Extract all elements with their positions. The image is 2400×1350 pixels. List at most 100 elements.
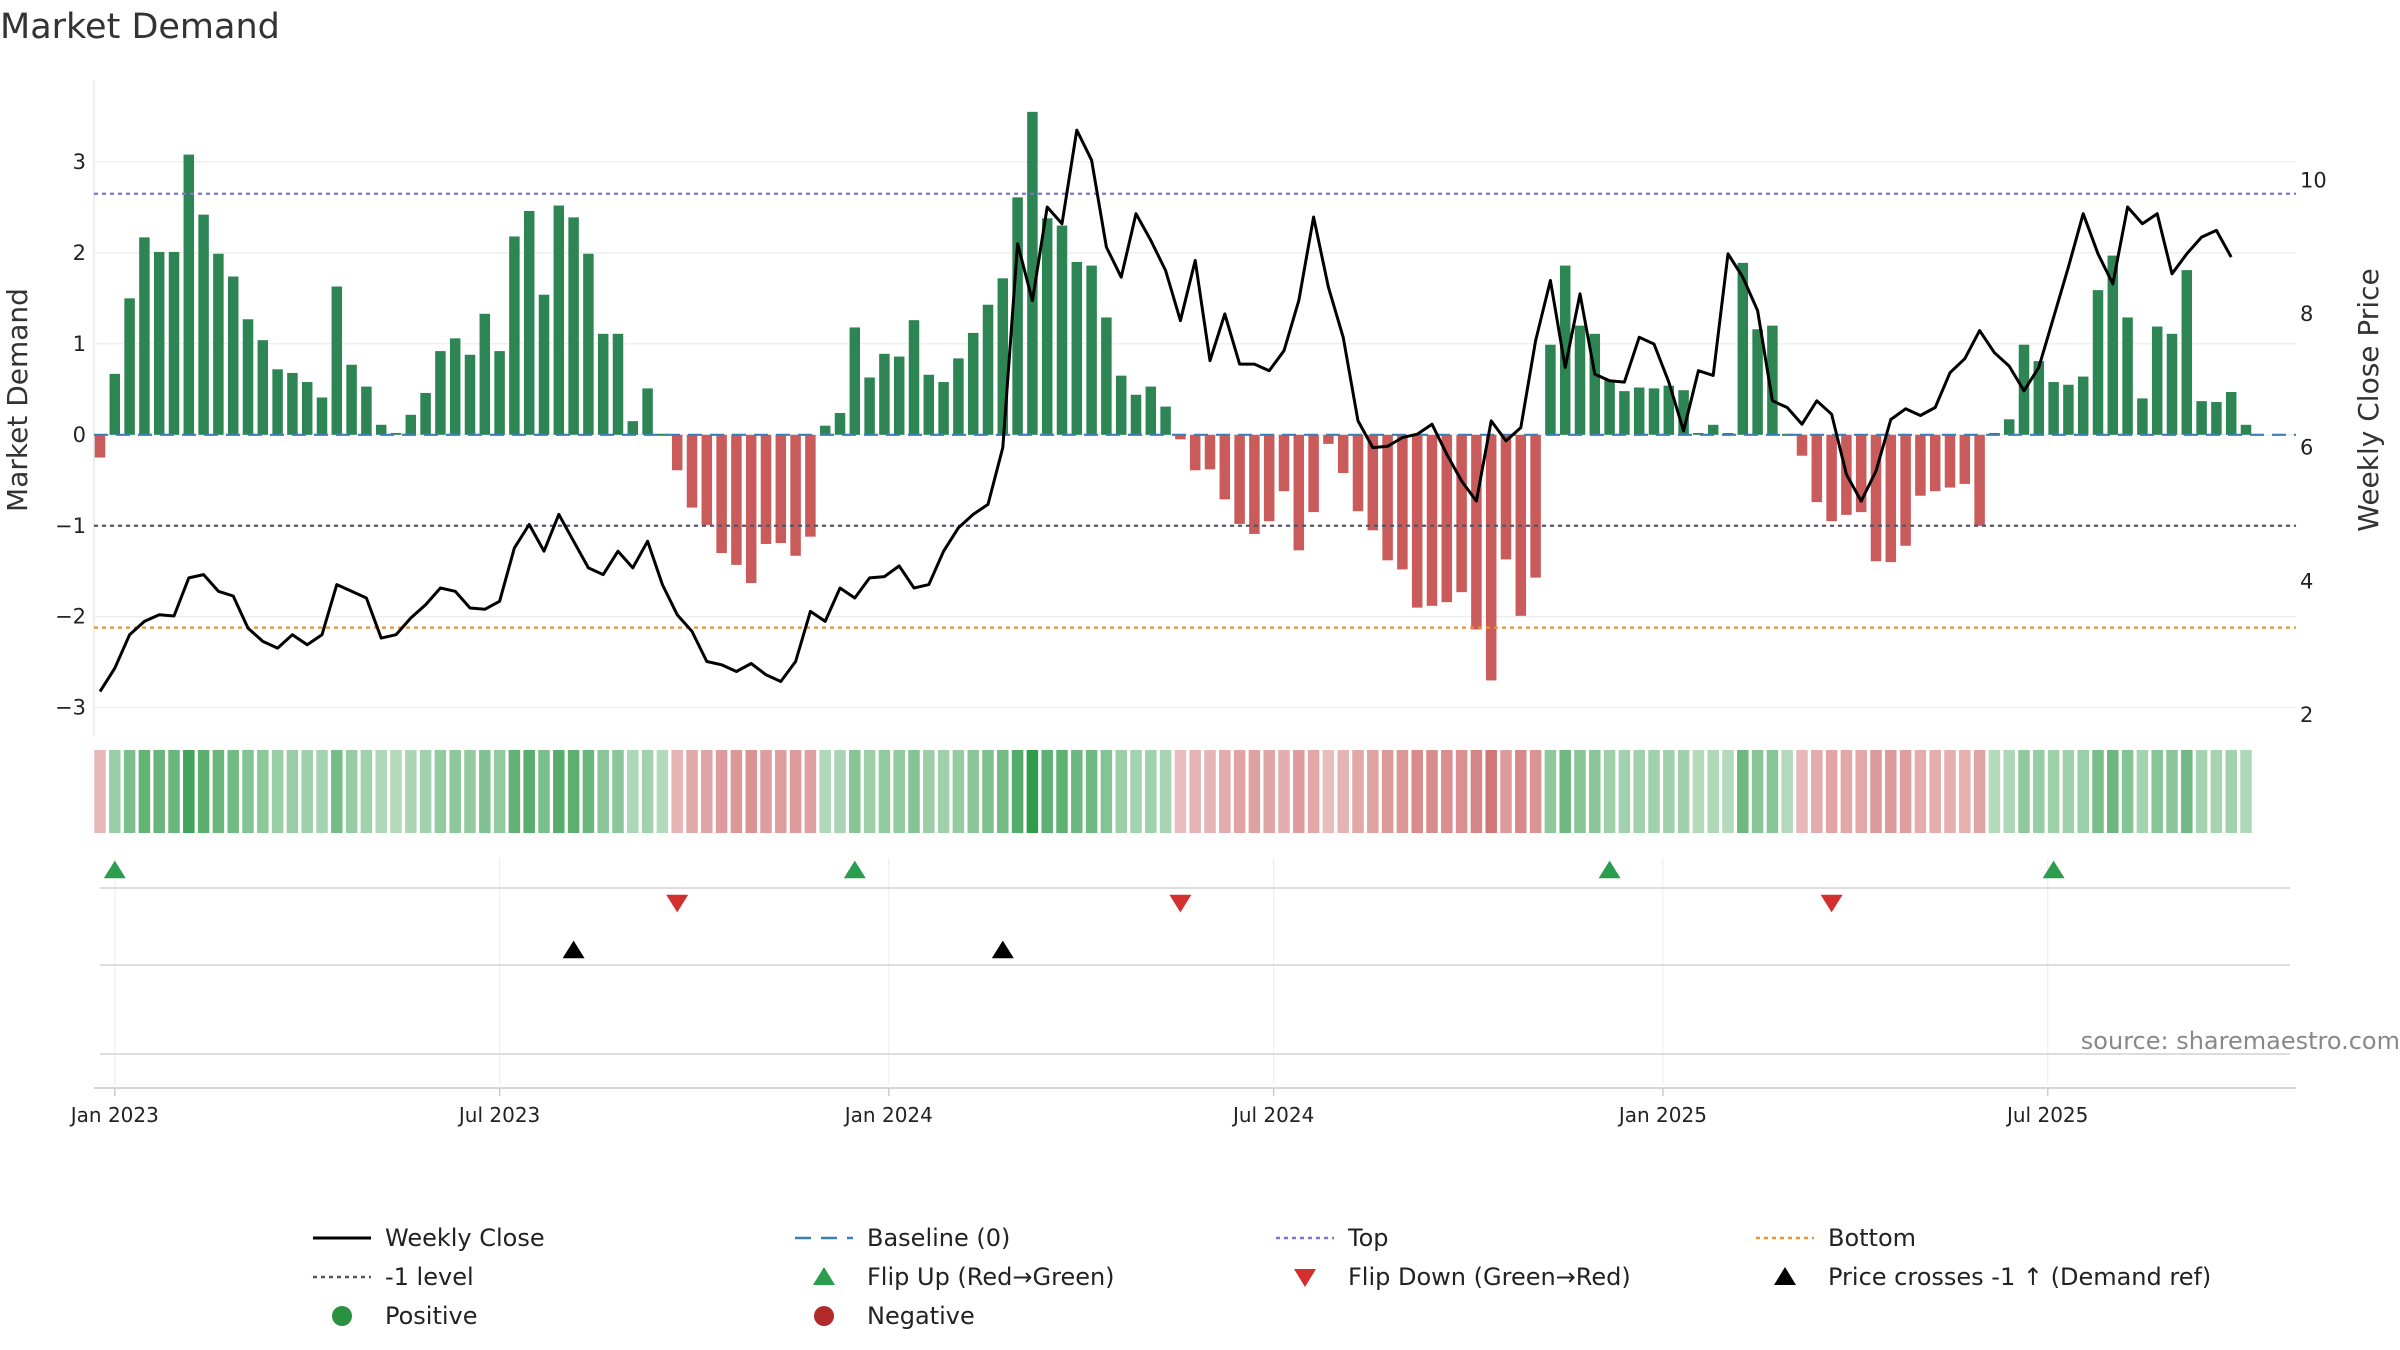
demand-bar <box>2225 392 2237 435</box>
heat-cell <box>908 750 920 833</box>
demand-bar <box>2077 376 2089 435</box>
demand-bar <box>153 251 165 435</box>
demand-bar <box>390 432 402 435</box>
heat-cell <box>183 750 195 833</box>
demand-bar <box>1012 197 1023 435</box>
demand-bar <box>2107 255 2119 435</box>
demand-bar <box>2003 419 2015 435</box>
heat-cell <box>1293 750 1305 833</box>
heat-cell <box>523 750 535 833</box>
flip-down-marker <box>666 894 689 913</box>
demand-bar <box>716 434 727 554</box>
demand-bar <box>1337 434 1349 473</box>
legend: Weekly Close Baseline (0) Top Bottom -1 leve… <box>313 1224 2211 1330</box>
demand-bar <box>1234 434 1245 524</box>
legend-item-top: Top <box>1276 1224 1389 1252</box>
flip-up-marker <box>843 860 866 879</box>
demand-bar <box>805 434 816 537</box>
demand-bar <box>242 319 254 435</box>
demand-bar <box>1308 434 1319 513</box>
y-tick-label: −3 <box>55 696 86 720</box>
y-tick-label: −1 <box>55 514 86 538</box>
heat-cell <box>641 750 654 833</box>
demand-bar <box>2181 270 2193 435</box>
demand-bar <box>627 421 639 435</box>
legend-item-flip-up: Flip Up (Red→Green) <box>813 1263 1115 1291</box>
weekly-close-line <box>98 128 2233 693</box>
heat-cell <box>1914 750 1927 833</box>
heat-cell <box>730 750 743 833</box>
heat-cell <box>878 750 891 833</box>
demand-bar <box>1382 434 1393 561</box>
heat-cell <box>1130 750 1142 833</box>
demand-bar <box>420 392 431 435</box>
heat-cell <box>849 750 861 833</box>
heat-cell <box>390 750 402 833</box>
demand-bar <box>1411 434 1423 608</box>
heat-cell <box>1855 750 1867 833</box>
heat-cell <box>94 750 106 833</box>
heat-cell <box>2151 750 2163 833</box>
demand-bar <box>1855 434 1867 513</box>
demand-bar <box>1826 434 1837 522</box>
heat-cell <box>1100 750 1113 833</box>
demand-bar <box>1648 388 1660 435</box>
demand-bar <box>790 434 801 556</box>
demand-bar <box>124 298 135 435</box>
legend-label: Flip Up (Red→Green) <box>867 1263 1115 1291</box>
heat-cell <box>1603 750 1616 833</box>
demand-bar <box>1604 380 1615 435</box>
heat-cell <box>1026 750 1039 833</box>
demand-bar <box>819 425 831 435</box>
heat-cell <box>2210 750 2223 833</box>
y-tick-label: 2 <box>73 241 86 265</box>
heat-cell <box>1263 750 1275 833</box>
heat-cell <box>1515 750 1527 833</box>
flip-down-marker <box>1820 894 1843 913</box>
heat-cell <box>538 750 550 833</box>
heat-cell <box>2136 750 2149 833</box>
heat-cell <box>242 750 254 833</box>
legend-swatch <box>1774 1267 1796 1285</box>
heat-cell <box>109 750 121 833</box>
demand-bar <box>731 434 742 565</box>
heat-cell <box>197 750 210 833</box>
flip-up-marker <box>103 860 126 879</box>
demand-bar <box>908 320 920 435</box>
demand-bars <box>94 111 2252 681</box>
demand-bar <box>213 253 224 435</box>
heat-cell <box>1500 750 1512 833</box>
demand-bar <box>1929 434 1941 492</box>
heat-cell <box>2121 750 2134 833</box>
demand-bar <box>2137 398 2148 435</box>
heat-cell <box>138 750 151 833</box>
heat-cell <box>1988 750 2001 833</box>
heat-cell <box>257 750 269 833</box>
demand-bar <box>1426 434 1438 606</box>
heat-cell <box>1737 750 1749 833</box>
demand-bar <box>686 434 698 508</box>
heat-cell <box>553 750 565 833</box>
heat-cell <box>1307 750 1320 833</box>
demand-bar <box>1589 333 1601 435</box>
heat-cell <box>1899 750 1912 833</box>
demand-bar <box>834 412 846 435</box>
heat-cell <box>789 750 802 833</box>
demand-bar <box>953 358 964 435</box>
heat-cell <box>1189 750 1201 833</box>
y2-tick-label: 4 <box>2300 569 2313 593</box>
demand-bar <box>1189 434 1201 471</box>
demand-bar <box>1352 434 1364 512</box>
heat-cell <box>656 750 669 833</box>
demand-bar <box>849 327 861 435</box>
heat-cell <box>1811 750 1823 833</box>
heat-cell <box>1870 750 1882 833</box>
heat-cell <box>1041 750 1053 833</box>
heat-cell <box>123 750 136 833</box>
heat-cell <box>1589 750 1601 833</box>
heat-cell <box>597 750 609 833</box>
demand-bar <box>1323 434 1334 444</box>
demand-bar <box>923 374 935 435</box>
legend-item-positive: Positive <box>332 1302 478 1330</box>
